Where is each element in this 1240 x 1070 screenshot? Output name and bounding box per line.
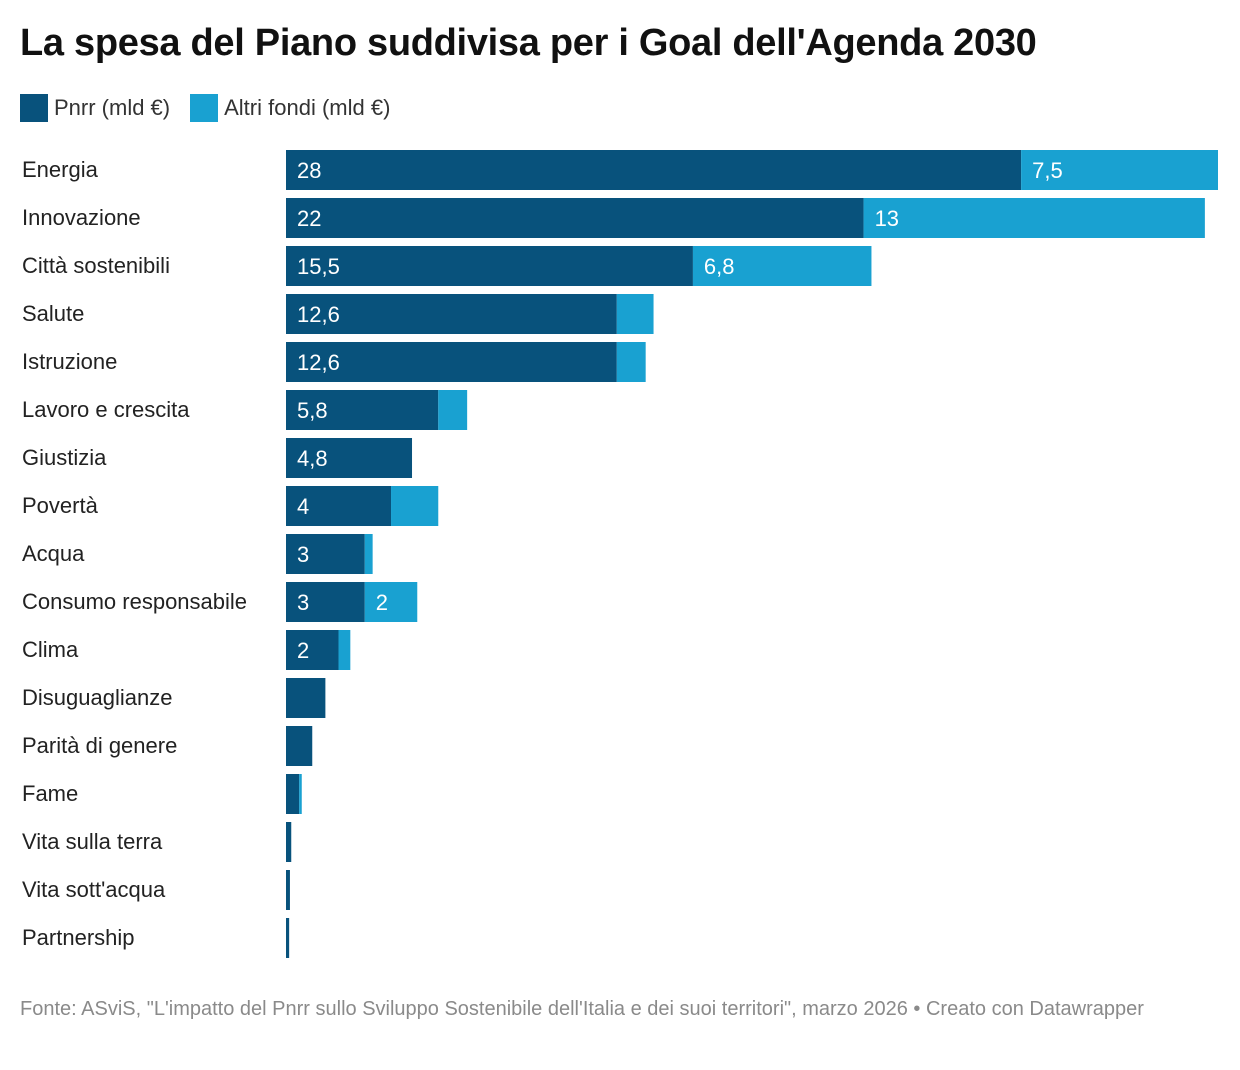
bar-altri-fondi-acqua (364, 534, 373, 574)
data-label-pnrr-poverta: 4 (297, 494, 309, 519)
category-label-salute: Salute (22, 301, 84, 326)
category-label-istruzione: Istruzione (22, 349, 117, 374)
bar-altri-fondi-energia (1021, 150, 1218, 190)
chart-footer: Fonte: ASviS, "L'impatto del Pnrr sullo … (20, 996, 1160, 1022)
category-label-parita-di-genere: Parità di genere (22, 733, 177, 758)
data-label-pnrr-salute: 12,6 (297, 302, 340, 327)
data-label-pnrr-clima: 2 (297, 638, 309, 663)
category-label-disuguaglianze: Disuguaglianze (22, 685, 172, 710)
legend-label-pnrr: Pnrr (mld €) (54, 95, 171, 120)
bar-pnrr-disuguaglianze (286, 678, 326, 718)
data-label-pnrr-giustizia: 4,8 (297, 446, 328, 471)
chart-title: La spesa del Piano suddivisa per i Goal … (20, 22, 1037, 64)
category-label-fame: Fame (22, 781, 78, 806)
category-label-innovazione: Innovazione (22, 205, 141, 230)
category-label-giustizia: Giustizia (22, 445, 107, 470)
category-label-acqua: Acqua (22, 541, 85, 566)
bar-altri-fondi-innovazione (863, 198, 1205, 238)
bar-pnrr-energia (286, 150, 1022, 190)
bar-altri-fondi-clima (338, 630, 351, 670)
bar-pnrr-salute (286, 294, 617, 334)
legend-item-pnrr: Pnrr (mld €) (20, 94, 170, 122)
category-label-lavoro-e-crescita: Lavoro e crescita (22, 397, 190, 422)
bar-pnrr-innovazione (286, 198, 864, 238)
legend-item-altri-fondi: Altri fondi (mld €) (190, 94, 390, 122)
data-label-pnrr-citta-sostenibili: 15,5 (297, 254, 340, 279)
data-label-pnrr-istruzione: 12,6 (297, 350, 340, 375)
bar-pnrr-poverta (286, 486, 392, 526)
data-label-pnrr-energia: 28 (297, 158, 321, 183)
data-label-altri-fondi-consumo-responsabile: 2 (376, 590, 388, 615)
category-label-partnership: Partnership (22, 925, 135, 950)
category-label-poverta: Povertà (22, 493, 99, 518)
bar-altri-fondi-citta-sostenibili (692, 246, 872, 286)
bar-altri-fondi-lavoro-e-crescita (438, 390, 468, 430)
category-label-vita-sott-acqua: Vita sott'acqua (22, 877, 166, 902)
data-label-altri-fondi-citta-sostenibili: 6,8 (704, 254, 735, 279)
legend-swatch-pnrr (20, 94, 48, 122)
bar-altri-fondi-fame (299, 774, 302, 814)
bar-pnrr-acqua (286, 534, 365, 574)
category-label-clima: Clima (22, 637, 79, 662)
bar-altri-fondi-salute (616, 294, 654, 334)
bar-altri-fondi-istruzione (616, 342, 646, 382)
category-label-citta-sostenibili: Città sostenibili (22, 253, 170, 278)
footer-source: Fonte: ASviS, "L'impatto del Pnrr sullo … (20, 998, 908, 1020)
data-label-pnrr-lavoro-e-crescita: 5,8 (297, 398, 328, 423)
bar-pnrr-vita-sott-acqua (286, 870, 290, 910)
data-label-altri-fondi-energia: 7,5 (1032, 158, 1063, 183)
bar-pnrr-vita-sulla-terra (286, 822, 292, 862)
bar-pnrr-consumo-responsabile (286, 582, 365, 622)
bar-altri-fondi-consumo-responsabile (364, 582, 418, 622)
data-label-altri-fondi-innovazione: 13 (875, 206, 899, 231)
legend-label-altri-fondi: Altri fondi (mld €) (224, 95, 391, 120)
data-label-pnrr-acqua: 3 (297, 542, 309, 567)
bar-pnrr-fame (286, 774, 300, 814)
bar-pnrr-istruzione (286, 342, 617, 382)
category-label-vita-sulla-terra: Vita sulla terra (22, 829, 163, 854)
category-label-consumo-responsabile: Consumo responsabile (22, 589, 247, 614)
bar-pnrr-citta-sostenibili (286, 246, 693, 286)
bar-pnrr-giustizia (286, 438, 413, 478)
footer-credit: Creato con Datawrapper (925, 998, 1144, 1020)
bar-pnrr-lavoro-e-crescita (286, 390, 439, 430)
bar-pnrr-clima (286, 630, 339, 670)
legend-swatch-altri-fondi (190, 94, 219, 122)
footer-separator: • (913, 998, 921, 1020)
bar-pnrr-partnership (286, 918, 290, 958)
bar-pnrr-parita-di-genere (286, 726, 313, 766)
data-label-pnrr-consumo-responsabile: 3 (297, 590, 309, 615)
data-label-pnrr-innovazione: 22 (297, 206, 321, 231)
category-label-energia: Energia (22, 157, 99, 182)
bar-altri-fondi-poverta (391, 486, 439, 526)
chart-legend: Pnrr (mld €) Altri fondi (mld €) (20, 92, 410, 124)
